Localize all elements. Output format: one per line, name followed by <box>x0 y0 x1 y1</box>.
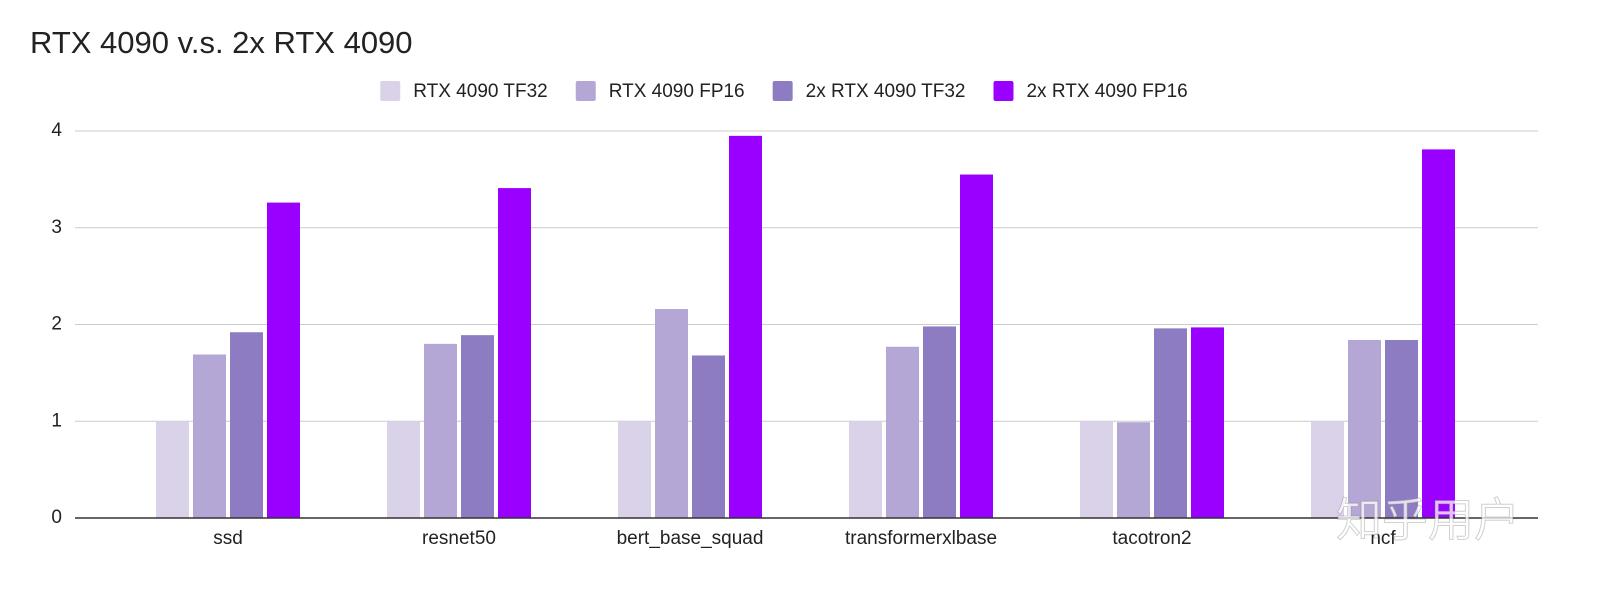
bar <box>461 335 494 518</box>
bar <box>618 421 651 518</box>
legend-label: 2x RTX 4090 FP16 <box>1026 81 1187 102</box>
legend-label: RTX 4090 TF32 <box>413 81 547 102</box>
y-tick-label: 3 <box>51 217 62 238</box>
y-tick-label: 2 <box>51 314 62 335</box>
bar <box>1154 328 1187 518</box>
x-tick-label: ssd <box>213 528 243 549</box>
bar <box>1191 327 1224 518</box>
legend-swatch <box>575 81 596 101</box>
bar <box>886 346 919 518</box>
x-tick-label: bert_base_squad <box>617 528 764 549</box>
bar <box>960 174 993 518</box>
bar <box>424 343 457 518</box>
bar <box>1311 421 1344 518</box>
bar <box>387 421 420 518</box>
bar <box>692 355 725 518</box>
bar <box>498 188 531 518</box>
y-tick-label: 1 <box>51 410 62 431</box>
legend-label: 2x RTX 4090 TF32 <box>806 81 966 102</box>
x-tick-label: ncf <box>1370 528 1396 549</box>
bar <box>156 421 189 518</box>
bar <box>1385 339 1418 518</box>
bar <box>267 202 300 518</box>
x-tick-label: tacotron2 <box>1112 528 1191 549</box>
legend-swatch <box>993 81 1014 101</box>
x-tick-label: resnet50 <box>422 528 496 549</box>
bar <box>923 326 956 518</box>
bar <box>849 421 882 518</box>
bar <box>1348 339 1381 518</box>
legend-swatch <box>772 81 793 101</box>
watermark: 知乎用户 <box>1336 494 1520 546</box>
bar <box>655 309 688 518</box>
legend-swatch <box>380 81 401 101</box>
bar <box>230 332 263 518</box>
y-tick-label: 4 <box>51 120 62 141</box>
bar <box>1422 149 1455 518</box>
bar <box>1080 421 1113 518</box>
legend-label: RTX 4090 FP16 <box>609 81 745 102</box>
bar <box>1117 422 1150 518</box>
y-tick-label: 0 <box>51 507 62 528</box>
x-tick-label: transformerxlbase <box>845 528 997 549</box>
bar <box>729 135 762 518</box>
bar <box>193 354 226 518</box>
chart-title: RTX 4090 v.s. 2x RTX 4090 <box>30 25 413 60</box>
